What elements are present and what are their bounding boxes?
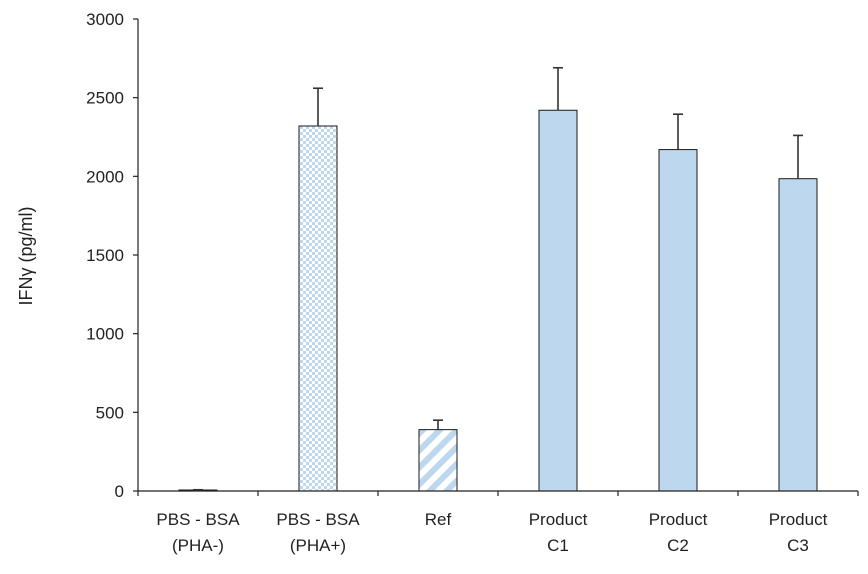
x-axis: PBS - BSA (PHA-) PBS - BSA (PHA+) Ref Product… [137,490,859,555]
y-tick-label: 2000 [86,167,124,186]
category-label-line: C3 [787,536,809,555]
category-label-line: Product [769,510,828,529]
y-tick-label: 1000 [86,325,124,344]
y-tick-label: 2500 [86,89,124,108]
category-label: PBS - BSA (PHA-) [156,510,240,555]
category-label-line: PBS - BSA [156,510,240,529]
y-tick-label: 1500 [86,246,124,265]
bar [418,429,458,492]
category-label: Ref [425,510,452,529]
category-label-line: PBS - BSA [276,510,360,529]
category-label: Product C1 [529,510,588,555]
category-label-line: (PHA+) [290,536,346,555]
y-tick-label: 500 [96,403,124,422]
category-label-line: C1 [547,536,569,555]
category-label: Product C3 [769,510,828,555]
y-axis: 0 500 1000 1500 2000 2500 3000 [86,10,139,501]
bar [538,109,578,492]
y-tick-label: 0 [115,482,124,501]
category-label-line: C2 [667,536,689,555]
bar [298,125,338,492]
y-axis-title: IFNγ (pg/ml) [16,207,36,306]
category-label-line: Product [649,510,708,529]
category-label: Product C2 [649,510,708,555]
category-label-line: Product [529,510,588,529]
category-label-line: Ref [425,510,452,529]
y-tick-label: 3000 [86,10,124,29]
bars [178,66,818,492]
bar [778,178,818,492]
category-label: PBS - BSA (PHA+) [276,510,360,555]
bar [658,149,698,492]
category-label-line: (PHA-) [172,536,224,555]
